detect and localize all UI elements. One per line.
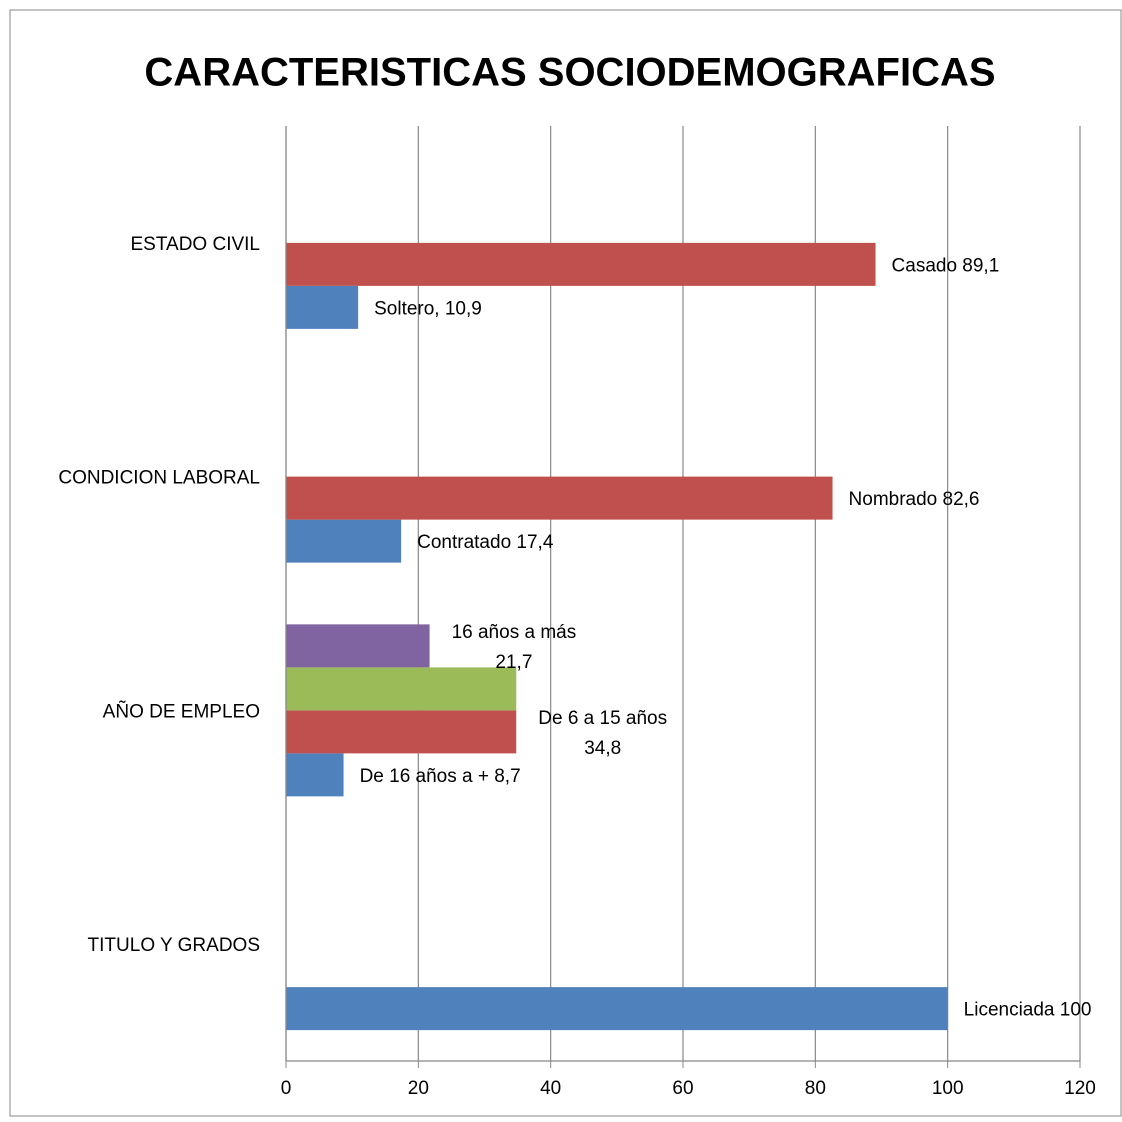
data-label-line: 16 años a más <box>452 622 577 643</box>
bar <box>286 753 344 797</box>
chart-title: CARACTERISTICAS SOCIODEMOGRAFICAS <box>144 51 995 95</box>
x-tick-label: 80 <box>805 1078 826 1099</box>
bar <box>286 476 833 520</box>
bar <box>286 519 402 563</box>
x-tick-label: 40 <box>540 1078 561 1099</box>
data-label: Licenciada 100 <box>964 1000 1092 1021</box>
x-tick-label: 60 <box>672 1078 693 1099</box>
x-tick-label: 0 <box>281 1078 292 1099</box>
data-label-line: 34,8 <box>584 738 621 759</box>
data-label-line: 21,7 <box>495 652 532 673</box>
data-label: Casado 89,1 <box>892 255 1000 276</box>
y-tick-label: TITULO Y GRADOS <box>88 935 260 956</box>
y-tick-label: ESTADO CIVIL <box>130 234 260 255</box>
data-label: De 6 a 15 años 34,8 <box>538 708 667 759</box>
bar <box>286 987 948 1031</box>
bar <box>286 242 876 286</box>
chart-border <box>9 9 1122 1117</box>
bar <box>286 667 517 711</box>
data-label: Nombrado 82,6 <box>849 489 980 510</box>
x-tick-label: 20 <box>408 1078 429 1099</box>
data-label: Soltero, 10,9 <box>374 298 482 319</box>
bar <box>286 710 517 754</box>
data-label: 16 años a más 21,7 <box>452 622 577 673</box>
bar <box>286 285 359 329</box>
y-tick-label: AÑO DE EMPLEO <box>103 700 260 722</box>
data-label: De 16 años a + 8,7 <box>360 766 521 787</box>
data-label: Contratado 17,4 <box>417 532 554 553</box>
bar <box>286 624 430 668</box>
x-tick-label: 120 <box>1064 1078 1096 1099</box>
data-label-line: De 6 a 15 años <box>538 708 667 729</box>
x-tick-label: 100 <box>932 1078 964 1099</box>
y-tick-label: CONDICION LABORAL <box>58 468 260 489</box>
